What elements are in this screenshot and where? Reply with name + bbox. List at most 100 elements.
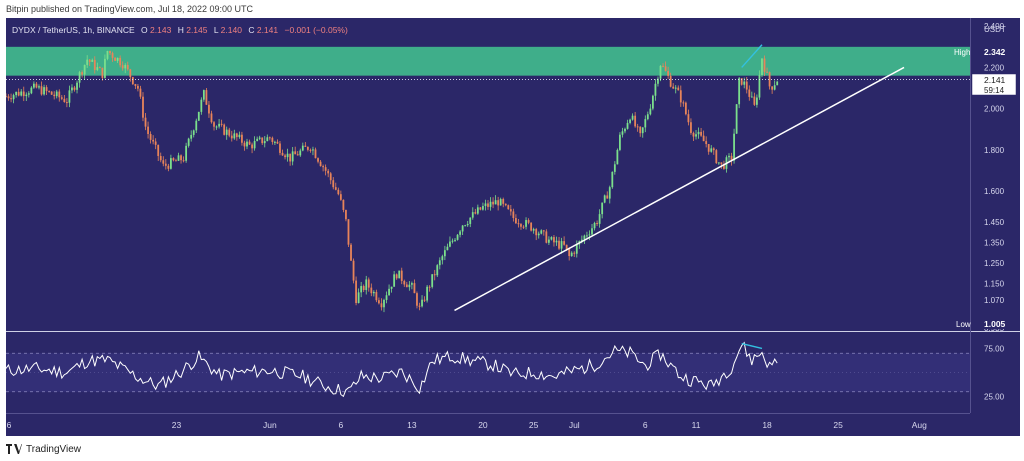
candle-body — [220, 123, 223, 125]
candle-body — [684, 102, 687, 115]
candle-body — [55, 91, 58, 97]
candle-body — [626, 122, 629, 129]
publisher-banner: Bitpin published on TradingView.com, Jul… — [6, 4, 253, 18]
candle-body — [266, 137, 269, 142]
candle-body — [258, 137, 261, 139]
candle-body — [553, 237, 555, 243]
candle-body — [728, 155, 730, 158]
candle-body — [456, 234, 459, 240]
ascending-trendline[interactable] — [454, 66, 905, 312]
candle-body — [238, 134, 241, 138]
candle-body — [370, 287, 373, 294]
candle-body — [241, 134, 243, 143]
candle-body — [654, 83, 657, 96]
price-tick-label: 1.450 — [984, 218, 1005, 227]
candle-body — [367, 279, 370, 288]
candle-body — [38, 86, 40, 88]
legend-symbol: DYDX / TetherUS, 1h, BINANCE — [12, 25, 135, 35]
legend-change: −0.001 (−0.05%) — [285, 25, 348, 35]
candle-body — [352, 260, 355, 281]
candle-body — [695, 134, 697, 137]
candle-body — [662, 65, 664, 67]
candle-body — [213, 122, 215, 127]
candle-body — [375, 291, 378, 301]
candle-body — [299, 150, 302, 156]
candle-body — [157, 144, 160, 156]
divergence-line-rsi[interactable] — [741, 342, 763, 350]
candle-body — [314, 149, 317, 159]
time-tick-label: 11 — [692, 420, 701, 430]
divergence-line-price[interactable] — [741, 44, 763, 68]
candle-body — [593, 223, 596, 229]
candle-body — [96, 67, 99, 70]
trading-chart[interactable]: DYDX / TetherUS, 1h, BINANCE O 2.143 H 2… — [5, 18, 1020, 436]
legend: DYDX / TetherUS, 1h, BINANCE O 2.143 H 2… — [12, 25, 348, 35]
candle-body — [281, 152, 284, 156]
candlestick-series — [5, 50, 779, 313]
candle-body — [378, 300, 380, 304]
candle-body — [317, 158, 319, 162]
candle-body — [385, 295, 388, 300]
candle-body — [657, 78, 659, 84]
candle-body — [187, 138, 190, 146]
candle-body — [542, 230, 545, 232]
candle-body — [743, 81, 746, 85]
candle-body — [30, 87, 33, 94]
candle-body — [649, 108, 652, 115]
time-tick-label: 25 — [833, 420, 843, 430]
candle-body — [766, 71, 768, 73]
candle-body — [319, 161, 322, 167]
price-axis-ticks: 2.400 2.200 2.000 1.800 1.600 1.450 1.350 1.250… — [984, 22, 1005, 333]
candle-body — [697, 131, 700, 135]
candle-body — [388, 288, 390, 296]
candle-body — [152, 139, 155, 142]
candle-body — [350, 244, 352, 261]
rsi-line — [5, 341, 778, 398]
candle-body — [619, 134, 621, 150]
time-tick-label: Jun — [263, 420, 277, 430]
time-tick-label: 18 — [762, 420, 772, 430]
candle-body — [208, 104, 210, 114]
candle-body — [586, 235, 588, 237]
candle-body — [43, 87, 45, 95]
candle-body — [142, 96, 144, 118]
candle-body — [81, 72, 84, 75]
low-marker: Low 1.005 — [956, 318, 1016, 329]
candle-body — [339, 194, 342, 200]
candle-body — [474, 212, 477, 214]
time-tick-label: 13 — [407, 420, 417, 430]
price-tick-label: 1.250 — [984, 259, 1005, 268]
candle-body — [433, 274, 436, 276]
candle-body — [395, 274, 398, 279]
high-marker: High 2.342 — [954, 47, 1016, 57]
candle-body — [342, 199, 345, 210]
rsi-tick-label: 75.00 — [984, 344, 1005, 353]
time-tick-label: 23 — [172, 420, 182, 430]
candle-body — [20, 91, 23, 96]
candle-body — [461, 225, 464, 232]
candle-body — [119, 57, 122, 66]
candle-body — [512, 211, 515, 219]
candle-body — [636, 126, 639, 128]
candle-body — [218, 123, 220, 127]
candle-body — [286, 153, 289, 158]
chart-container[interactable]: DYDX / TetherUS, 1h, BINANCE O 2.143 H 2… — [5, 18, 1020, 436]
candle-body — [268, 137, 271, 139]
candle-body — [253, 140, 256, 149]
candle-body — [497, 200, 500, 206]
price-tick-label: 1.600 — [984, 187, 1005, 196]
candle-body — [624, 128, 626, 132]
candle-body — [60, 97, 63, 99]
candle-body — [360, 286, 363, 293]
candle-body — [289, 153, 292, 162]
rsi-tick-label: 25.00 — [984, 393, 1005, 402]
price-tick-label: 2.400 — [984, 22, 1005, 31]
last-price-marker: 2.141 59:14 — [971, 73, 1017, 96]
candle-body — [550, 237, 553, 240]
candle-body — [306, 146, 309, 150]
candle-body — [634, 115, 637, 127]
candle-body — [129, 69, 132, 78]
candle-body — [68, 90, 71, 103]
candle-body — [93, 59, 96, 70]
candle-body — [756, 97, 758, 105]
